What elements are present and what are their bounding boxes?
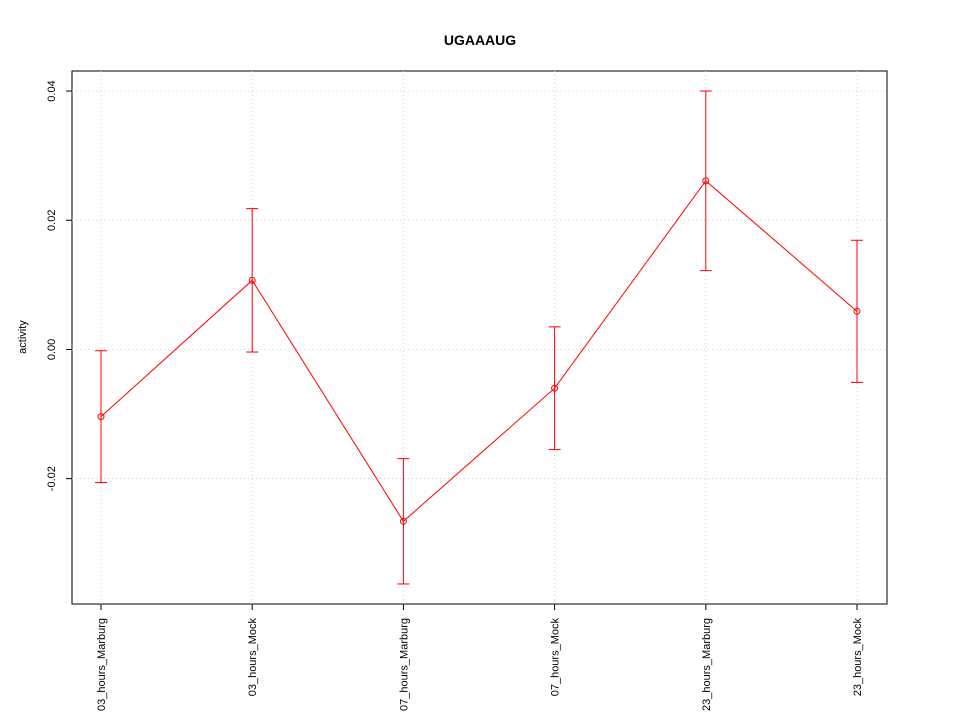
point <box>399 517 407 525</box>
error-bar <box>397 458 410 585</box>
y-tick-label: -0.02 <box>46 466 58 491</box>
point <box>551 384 559 392</box>
y-tick-label: 0.02 <box>46 210 58 231</box>
error-bar <box>95 350 107 484</box>
x-tick-label: 03_hours_Mock <box>247 618 259 697</box>
error-bar <box>699 90 712 272</box>
error-bar <box>548 326 561 451</box>
x-tick-label: 23_hours_Mock <box>852 618 864 697</box>
line <box>100 180 858 523</box>
point <box>97 413 105 421</box>
x-tick-label: 07_hours_Mock <box>550 618 562 697</box>
y-axis-label: activity <box>17 320 29 354</box>
error-bar <box>851 239 863 383</box>
x-tick-label: 03_hours_Marburg <box>96 618 108 711</box>
point <box>248 276 256 284</box>
point <box>853 307 861 315</box>
x-tick-label: 23_hours_Marburg <box>701 618 713 711</box>
plot-frame <box>71 70 888 605</box>
chart-title: UGAAAUG <box>444 32 516 48</box>
x-tick-label: 07_hours_Marburg <box>398 618 410 711</box>
error-bar <box>246 208 259 353</box>
y-tick-label: 0.00 <box>46 339 58 360</box>
y-tick-label: 0.04 <box>46 80 58 101</box>
point <box>702 177 710 185</box>
